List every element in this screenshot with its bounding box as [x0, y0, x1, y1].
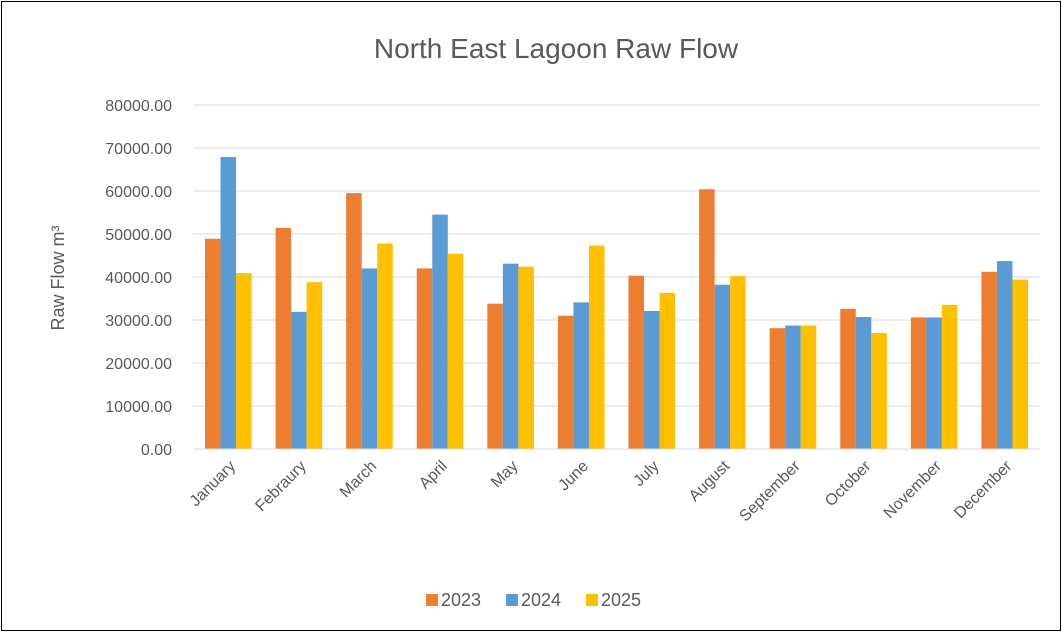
legend-swatch — [506, 594, 518, 606]
bar — [377, 243, 393, 449]
bar — [730, 276, 746, 449]
y-tick-label: 0.00 — [141, 442, 172, 459]
bar — [840, 308, 856, 449]
y-tick-label: 60000.00 — [105, 184, 172, 201]
bar — [996, 261, 1013, 449]
bar — [275, 227, 292, 449]
bar — [346, 193, 362, 449]
bar — [204, 238, 221, 449]
legend-label: 2024 — [521, 590, 561, 610]
y-tick-label: 50000.00 — [105, 227, 172, 244]
bar — [941, 304, 958, 449]
bar — [699, 189, 715, 449]
legend-label: 2023 — [441, 590, 481, 610]
y-tick-label: 70000.00 — [105, 141, 172, 158]
bar — [926, 317, 942, 449]
y-tick-label: 40000.00 — [105, 270, 172, 287]
bar — [447, 253, 464, 449]
y-tick-label: 30000.00 — [105, 313, 172, 330]
bar — [306, 282, 323, 449]
bar — [557, 315, 574, 449]
bar — [714, 284, 731, 449]
y-tick-label: 80000.00 — [105, 98, 172, 115]
y-tick-label: 20000.00 — [105, 356, 172, 373]
bar — [487, 303, 503, 449]
bar — [291, 311, 307, 449]
bar — [416, 268, 433, 449]
bar — [800, 325, 817, 449]
y-tick-label: 10000.00 — [105, 399, 172, 416]
bar — [628, 275, 645, 449]
bar — [855, 316, 872, 449]
chart-title: North East Lagoon Raw Flow — [374, 33, 739, 64]
bar — [502, 263, 519, 449]
bar — [220, 157, 237, 449]
bar — [644, 310, 660, 449]
bar — [910, 317, 927, 449]
bar — [659, 292, 676, 449]
bar — [871, 332, 887, 449]
bar — [588, 245, 605, 449]
bar — [981, 271, 997, 449]
bar — [236, 273, 252, 449]
y-axis-label: Raw Flow m³ — [48, 225, 68, 330]
legend-swatch — [426, 594, 438, 606]
bar — [518, 266, 534, 449]
bar — [432, 214, 448, 449]
legend-swatch — [586, 594, 598, 606]
bar — [785, 325, 801, 449]
bar — [769, 328, 786, 449]
bar — [1012, 279, 1029, 449]
bar — [573, 302, 589, 449]
bar — [361, 268, 378, 449]
legend-label: 2025 — [601, 590, 641, 610]
